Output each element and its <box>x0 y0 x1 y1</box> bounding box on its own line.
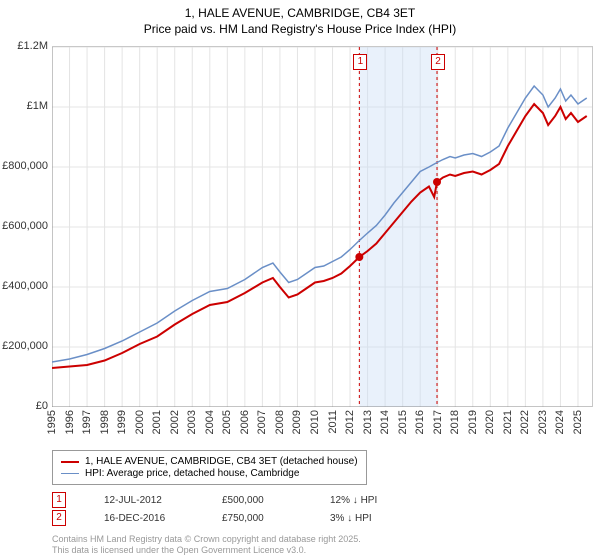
x-tick-label: 2012 <box>344 410 356 434</box>
y-tick-label: £400,000 <box>2 280 48 292</box>
legend-swatch <box>61 473 79 475</box>
x-tick-label: 2001 <box>151 410 163 434</box>
x-tick-label: 2023 <box>537 410 549 434</box>
sale-hpi-diff: 12% ↓ HPI <box>330 495 430 506</box>
chart-svg <box>52 47 592 407</box>
y-tick-label: £200,000 <box>2 340 48 352</box>
x-tick-label: 2013 <box>362 410 374 434</box>
x-tick-label: 2005 <box>221 410 233 434</box>
x-tick-label: 1996 <box>64 410 76 434</box>
x-tick-label: 2014 <box>379 410 391 434</box>
x-tick-label: 1997 <box>81 410 93 434</box>
chart-container: 1, HALE AVENUE, CAMBRIDGE, CB4 3ET Price… <box>0 0 600 560</box>
y-tick-label: £0 <box>2 400 48 412</box>
sale-index-badge: 2 <box>52 510 66 526</box>
x-tick-label: 2019 <box>467 410 479 434</box>
x-tick-label: 2022 <box>519 410 531 434</box>
legend-label: HPI: Average price, detached house, Camb… <box>85 468 299 479</box>
legend-row-hpi: HPI: Average price, detached house, Camb… <box>61 468 358 479</box>
sale-date: 16-DEC-2016 <box>104 513 194 524</box>
x-tick-label: 1999 <box>116 410 128 434</box>
y-tick-label: £800,000 <box>2 160 48 172</box>
plot-area <box>52 46 593 407</box>
x-tick-label: 2020 <box>484 410 496 434</box>
x-tick-label: 1998 <box>99 410 111 434</box>
legend: 1, HALE AVENUE, CAMBRIDGE, CB4 3ET (deta… <box>52 450 367 485</box>
x-tick-label: 2021 <box>502 410 514 434</box>
y-tick-label: £600,000 <box>2 220 48 232</box>
table-row: 2 16-DEC-2016 £750,000 3% ↓ HPI <box>52 510 430 526</box>
sale-price: £500,000 <box>222 495 302 506</box>
sale-hpi-diff: 3% ↓ HPI <box>330 513 430 524</box>
sales-table: 1 12-JUL-2012 £500,000 12% ↓ HPI 2 16-DE… <box>52 492 430 528</box>
table-row: 1 12-JUL-2012 £500,000 12% ↓ HPI <box>52 492 430 508</box>
x-tick-label: 2025 <box>572 410 584 434</box>
sale-price: £750,000 <box>222 513 302 524</box>
sale-marker-badge: 1 <box>353 54 367 70</box>
x-tick-label: 2000 <box>134 410 146 434</box>
chart-title: 1, HALE AVENUE, CAMBRIDGE, CB4 3ET Price… <box>0 0 600 37</box>
x-tick-label: 2002 <box>169 410 181 434</box>
footer-line1: Contains HM Land Registry data © Crown c… <box>52 534 361 545</box>
sale-date: 12-JUL-2012 <box>104 495 194 506</box>
legend-swatch <box>61 461 79 463</box>
legend-row-price-paid: 1, HALE AVENUE, CAMBRIDGE, CB4 3ET (deta… <box>61 456 358 467</box>
title-line1: 1, HALE AVENUE, CAMBRIDGE, CB4 3ET <box>0 6 600 22</box>
sale-marker-badge: 2 <box>431 54 445 70</box>
legend-label: 1, HALE AVENUE, CAMBRIDGE, CB4 3ET (deta… <box>85 456 358 467</box>
x-tick-label: 1995 <box>46 410 58 434</box>
footer-line2: This data is licensed under the Open Gov… <box>52 545 361 556</box>
x-tick-label: 2009 <box>291 410 303 434</box>
y-tick-label: £1M <box>2 100 48 112</box>
sale-index-badge: 1 <box>52 492 66 508</box>
footer-attribution: Contains HM Land Registry data © Crown c… <box>52 534 361 556</box>
x-tick-label: 2016 <box>414 410 426 434</box>
x-tick-label: 2003 <box>186 410 198 434</box>
x-tick-label: 2010 <box>309 410 321 434</box>
x-tick-label: 2011 <box>327 410 339 434</box>
x-tick-label: 2004 <box>204 410 216 434</box>
x-tick-label: 2008 <box>274 410 286 434</box>
x-tick-label: 2024 <box>554 410 566 434</box>
x-tick-label: 2015 <box>397 410 409 434</box>
y-tick-label: £1.2M <box>2 40 48 52</box>
title-line2: Price paid vs. HM Land Registry's House … <box>0 22 600 38</box>
x-tick-label: 2017 <box>432 410 444 434</box>
x-tick-label: 2018 <box>449 410 461 434</box>
x-tick-label: 2006 <box>239 410 251 434</box>
x-tick-label: 2007 <box>256 410 268 434</box>
